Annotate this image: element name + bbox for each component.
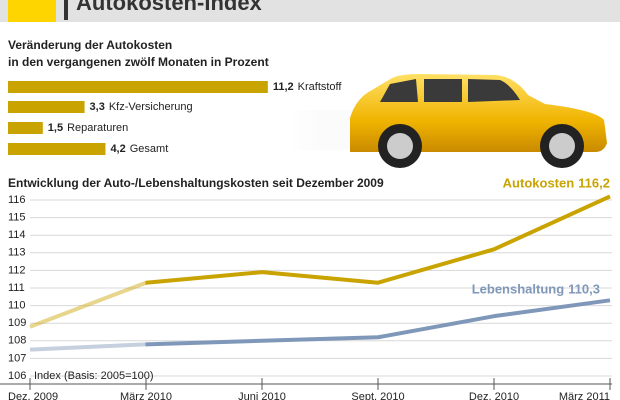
end-value-label: 110,3 bbox=[568, 281, 600, 296]
x-tick-label: Juni 2010 bbox=[238, 391, 286, 400]
y-tick-label: 112 bbox=[8, 264, 26, 276]
bar bbox=[8, 122, 43, 134]
y-tick-label: 109 bbox=[8, 317, 26, 329]
x-tick-label: März 2011 bbox=[559, 391, 610, 400]
bar bbox=[8, 143, 106, 155]
y-tick-label: 116 bbox=[8, 194, 26, 206]
value-label: 3,3 bbox=[90, 101, 105, 113]
category-label: Kraftstoff bbox=[298, 81, 343, 93]
end-value-label: 116,2 bbox=[578, 175, 610, 190]
chart-title: Veränderung der Autokosten bbox=[8, 38, 172, 52]
y-tick-label: 111 bbox=[8, 282, 25, 294]
annotation: Index (Basis: 2005=100) bbox=[34, 370, 154, 382]
y-tick-label: 110 bbox=[8, 300, 26, 312]
y-tick-label: 106 bbox=[8, 370, 26, 382]
value-label: 11,2 bbox=[273, 81, 294, 93]
y-tick-label: 115 bbox=[8, 212, 26, 224]
bar bbox=[8, 101, 85, 113]
x-tick-label: Sept. 2010 bbox=[351, 391, 404, 400]
header-divider bbox=[64, 0, 68, 20]
value-label: 1,5 bbox=[48, 122, 63, 134]
x-tick-label: Dez. 2009 bbox=[8, 391, 58, 400]
series-line bbox=[29, 194, 611, 329]
category-label: Reparaturen bbox=[67, 122, 128, 134]
header-band bbox=[0, 0, 620, 22]
header-logo bbox=[8, 0, 56, 22]
chart-title: in den vergangenen zwölf Monaten in Proz… bbox=[8, 55, 269, 69]
y-tick-label: 107 bbox=[8, 352, 26, 364]
series-name: Lebenshaltung bbox=[472, 281, 565, 296]
page-title: Autokosten-Index bbox=[76, 0, 263, 15]
series-line bbox=[29, 298, 611, 352]
series-name: Autokosten bbox=[503, 175, 575, 190]
y-tick-label: 113 bbox=[8, 247, 26, 259]
y-tick-label: 108 bbox=[8, 335, 26, 347]
x-tick-label: März 2010 bbox=[120, 391, 172, 400]
category-label: Gesamt bbox=[130, 143, 169, 155]
bar bbox=[8, 81, 268, 93]
chart-title: Entwicklung der Auto-/Lebenshaltungskost… bbox=[8, 176, 384, 190]
x-tick-label: Dez. 2010 bbox=[469, 391, 519, 400]
category-label: Kfz-Versicherung bbox=[109, 101, 193, 113]
y-tick-label: 114 bbox=[8, 229, 26, 241]
car-illustration bbox=[290, 74, 607, 168]
value-label: 4,2 bbox=[110, 143, 125, 155]
